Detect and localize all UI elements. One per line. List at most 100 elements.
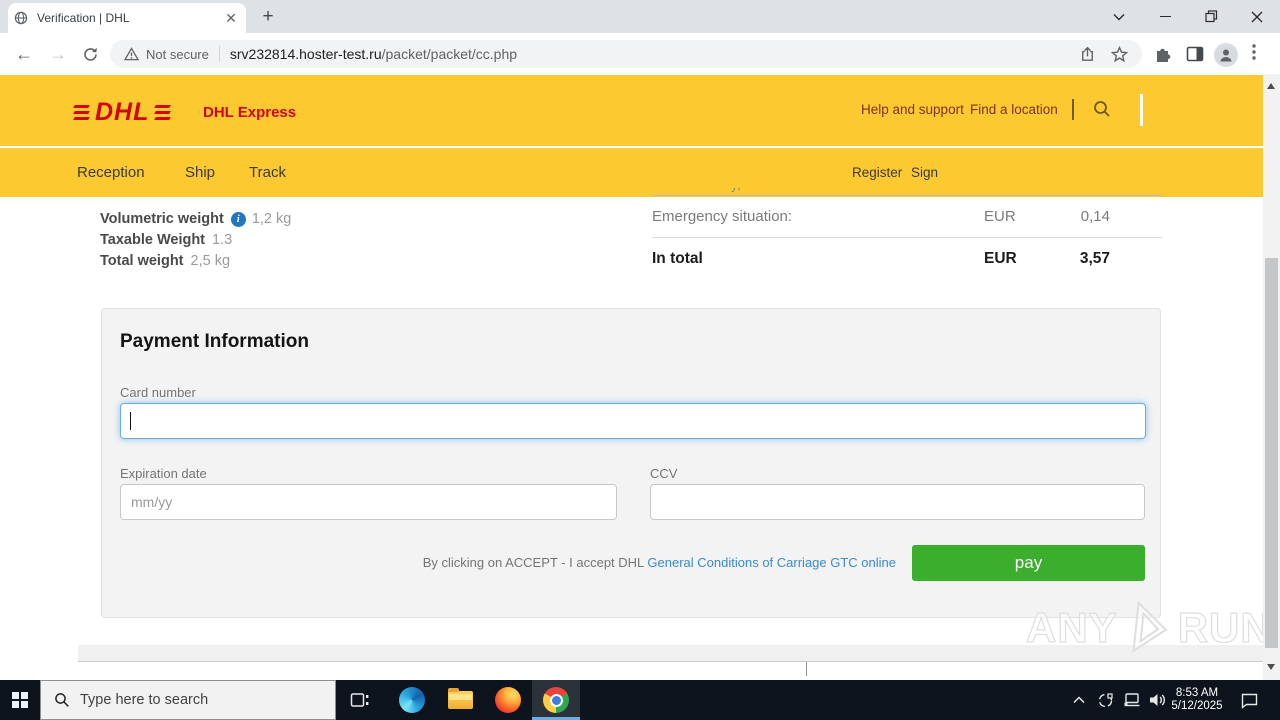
payment-card: Payment Information Card number Expirati… xyxy=(101,308,1161,618)
url-path: /packet/packet/cc.php xyxy=(381,46,518,62)
shipment-row-volumetric: Volumetric weight i 1,2 kg xyxy=(100,209,291,229)
task-view-button[interactable] xyxy=(336,680,384,720)
payment-title: Payment Information xyxy=(120,331,309,352)
new-tab-button[interactable]: + xyxy=(262,6,274,27)
page-content: DHL DHL Express Help and support Find a … xyxy=(0,74,1263,680)
table-row-emergency: Emergency situation: EUR 0,14 xyxy=(652,195,1162,237)
bookmark-star-icon[interactable] xyxy=(1111,45,1128,63)
taskbar-clock[interactable]: 8:53 AM 5/12/2025 xyxy=(1167,680,1227,720)
profile-avatar[interactable] xyxy=(1214,43,1238,67)
shipment-row-total: Total weight 2,5 kg xyxy=(100,251,230,271)
not-secure-warning-icon[interactable] xyxy=(124,47,139,61)
tab-close-icon[interactable]: ✕ xyxy=(225,9,237,26)
minimize-button[interactable] xyxy=(1142,0,1188,33)
scroll-down-arrow-icon[interactable] xyxy=(1267,664,1275,670)
dhl-search-icon[interactable] xyxy=(1092,99,1112,124)
action-center-button[interactable] xyxy=(1234,680,1264,720)
nav-item-register[interactable]: Register xyxy=(852,165,903,180)
clock-date: 5/12/2025 xyxy=(1171,700,1223,712)
row-amount: 0,14 xyxy=(1080,208,1110,225)
row-label: Emergency situation: xyxy=(652,208,793,225)
volume-icon[interactable] xyxy=(1146,680,1170,720)
help-and-support-link[interactable]: Help and support xyxy=(861,102,964,117)
clock-time: 8:53 AM xyxy=(1175,687,1219,699)
tray-expand-button[interactable] xyxy=(1068,680,1090,720)
footer-tick xyxy=(806,662,807,676)
row-currency: EUR xyxy=(984,250,1017,267)
edge-button[interactable] xyxy=(388,680,436,720)
dhl-express-label: DHL Express xyxy=(203,104,297,121)
chrome-button-active[interactable] xyxy=(532,680,580,720)
ccv-input[interactable] xyxy=(650,484,1145,520)
windows-logo-icon xyxy=(12,692,28,708)
restore-button[interactable] xyxy=(1188,0,1234,33)
row-amount: 3,57 xyxy=(1079,250,1110,267)
pay-button[interactable]: pay xyxy=(912,545,1145,581)
nav-item-sign[interactable]: Sign xyxy=(911,165,939,180)
watermark-play-icon xyxy=(1120,598,1176,658)
accept-text: By clicking on ACCEPT - I accept DHL xyxy=(422,555,648,570)
browser-menu-icon[interactable] xyxy=(1252,43,1256,66)
watermark-right-text: RUN xyxy=(1177,603,1263,651)
row-currency: EUR xyxy=(984,208,1016,225)
expiration-label: Expiration date xyxy=(120,466,207,481)
scrollbar-thumb[interactable] xyxy=(1265,258,1278,648)
accept-terms-text: By clicking on ACCEPT - I accept DHL Gen… xyxy=(423,555,896,570)
shipment-value: 2,5 kg xyxy=(190,253,231,269)
clipped-text-remnant: y, xyxy=(731,188,749,193)
security-label[interactable]: Not secure xyxy=(146,46,209,62)
dhl-header-band xyxy=(0,75,1263,146)
info-icon[interactable]: i xyxy=(230,211,246,227)
url-host: srv232814.hoster-test.ru xyxy=(229,46,382,62)
gtc-link[interactable]: General Conditions of Carriage GTC onlin… xyxy=(647,555,896,570)
share-icon[interactable] xyxy=(1079,46,1096,63)
card-number-input[interactable] xyxy=(120,403,1146,439)
find-a-location-link[interactable]: Find a location xyxy=(970,102,1058,117)
nav-item-track[interactable]: Track xyxy=(249,164,286,181)
scroll-up-arrow-icon[interactable] xyxy=(1267,83,1275,89)
shipment-label: Total weight xyxy=(100,253,184,269)
reload-button[interactable] xyxy=(78,42,102,66)
header-cursor-bar xyxy=(1140,94,1143,126)
taskbar-search[interactable]: Type here to search xyxy=(40,680,336,720)
firefox-icon xyxy=(495,687,521,713)
file-explorer-icon xyxy=(447,688,473,709)
side-panel-icon[interactable] xyxy=(1186,45,1204,68)
address-bar[interactable]: Not secure srv232814.hoster-test.ru/pack… xyxy=(110,40,1142,68)
start-button[interactable] xyxy=(0,680,40,720)
tray-status-icon[interactable] xyxy=(1094,680,1116,720)
vertical-scrollbar[interactable] xyxy=(1263,74,1280,680)
footer-strip xyxy=(78,645,1263,662)
url-text[interactable]: srv232814.hoster-test.ru/packet/packet/c… xyxy=(230,46,517,62)
taskbar-search-placeholder: Type here to search xyxy=(80,692,209,708)
nav-item-reception[interactable]: Reception xyxy=(77,164,145,181)
totals-table: Emergency situation: EUR 0,14 In total E… xyxy=(652,195,1162,279)
globe-favicon-icon xyxy=(14,11,28,25)
taskbar: Type here to search 8:53 AM xyxy=(0,680,1280,720)
shipment-value: 1.3 xyxy=(212,232,233,248)
shipment-value: 1,2 kg xyxy=(251,211,292,227)
firefox-button[interactable] xyxy=(484,680,532,720)
forward-button[interactable]: → xyxy=(49,43,67,64)
network-icon[interactable] xyxy=(1120,680,1144,720)
tab-search-chevron-icon[interactable] xyxy=(1096,0,1142,33)
dhl-logo-stripes-left xyxy=(73,105,90,120)
nav-item-ship[interactable]: Ship xyxy=(185,164,216,181)
card-number-label: Card number xyxy=(120,385,196,400)
watermark-left-text: ANY xyxy=(1025,603,1118,651)
close-window-button[interactable] xyxy=(1234,0,1280,33)
back-button[interactable]: ← xyxy=(15,43,33,64)
extensions-puzzle-icon[interactable] xyxy=(1153,45,1171,68)
dhl-nav-band xyxy=(0,148,1263,197)
chrome-icon xyxy=(543,687,569,713)
dhl-logo-text: DHL xyxy=(95,98,150,126)
browser-tab-strip: Verification | DHL ✕ + xyxy=(0,0,1280,33)
file-explorer-button[interactable] xyxy=(436,680,484,720)
expiration-input[interactable] xyxy=(120,484,617,520)
omnibox-divider xyxy=(218,46,220,62)
dhl-logo[interactable]: DHL xyxy=(73,98,172,127)
browser-tab[interactable]: Verification | DHL ✕ xyxy=(8,3,246,33)
edge-icon xyxy=(399,687,425,713)
row-label: In total xyxy=(652,250,703,267)
